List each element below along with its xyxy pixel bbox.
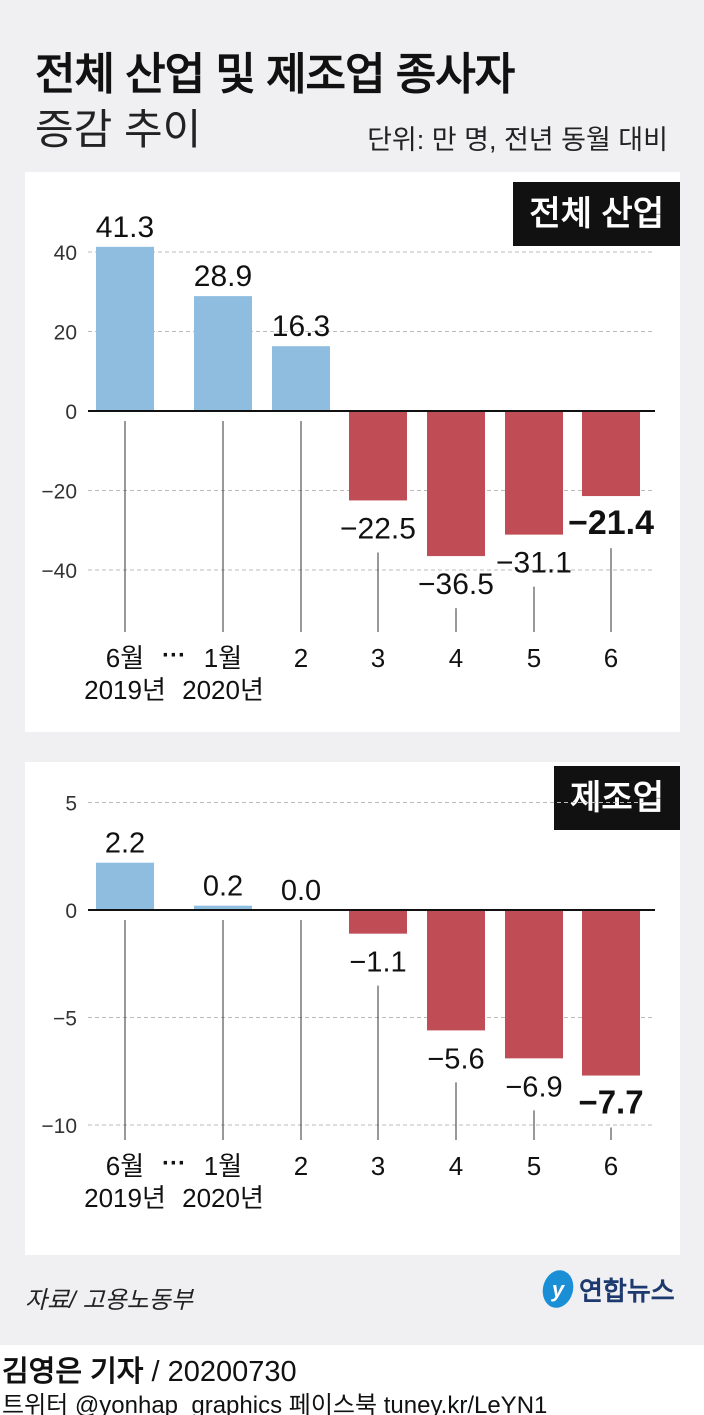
social-links: 트위터 @yonhap_graphics 페이스북 tuney.kr/LeYN1 [2, 1392, 548, 1415]
y-tick-label: −40 [41, 560, 77, 583]
yonhap-logo: y 연합뉴스 [540, 1268, 675, 1310]
data-label: −6.9 [505, 1071, 562, 1103]
bar [427, 910, 485, 1031]
x-tick-label: 3 [371, 643, 385, 673]
bar [349, 910, 407, 934]
logo-text: 연합뉴스 [579, 1275, 675, 1306]
yonhap-logo-icon: y [542, 1270, 574, 1308]
bar [194, 296, 252, 411]
data-label: 16.3 [272, 310, 330, 343]
y-tick-label: 20 [54, 322, 77, 345]
x-tick-label: 6월 [106, 643, 144, 673]
bar [582, 411, 640, 497]
x-tick-label: 6 [604, 643, 618, 673]
bar [96, 246, 154, 411]
ellipsis-label: ··· [162, 642, 186, 669]
unit-label: 단위: 만 명, 전년 동월 대비 [367, 125, 668, 155]
ellipsis-label: ··· [162, 1150, 186, 1177]
data-label: 0.0 [281, 875, 321, 907]
x-tick-label: 6월 [106, 1151, 144, 1181]
chart-panel-manufacturing: 제조업 5 0 −5 −10 2.2 6월 2019년 0.2 1월 2020년 0.0 2 −1.1 3… [25, 762, 680, 1255]
data-label: −1.1 [349, 947, 406, 979]
x-tick-label: 3 [371, 1151, 385, 1181]
data-label: −5.6 [427, 1043, 484, 1075]
source-label: 자료/ 고용노동부 [25, 1287, 193, 1314]
y-tick-label: 0 [65, 900, 77, 923]
x-tick-label: 1월 [204, 643, 242, 673]
bar [582, 910, 640, 1076]
bar [505, 411, 563, 535]
x-tick-label: 4 [449, 1151, 463, 1181]
x-tick-label: 5 [527, 1151, 541, 1181]
bar [505, 910, 563, 1059]
chart-panel-total: 전체 산업 40 20 0 −20 −40 41.3 6월 2019년 28.9 1월 2020년 1… [25, 172, 680, 732]
x-tick-year-label: 2019년 [84, 1183, 166, 1213]
data-label: 41.3 [96, 211, 154, 244]
y-tick-label: 0 [65, 401, 77, 424]
page-title: 전체 산업 및 제조업 종사자 [35, 50, 515, 99]
data-label: −36.5 [418, 568, 494, 601]
x-tick-label: 2 [294, 643, 308, 673]
data-label: −21.4 [568, 504, 654, 542]
x-tick-label: 1월 [204, 1151, 242, 1181]
y-tick-label: 5 [65, 793, 77, 816]
y-tick-label: −10 [41, 1115, 77, 1138]
x-tick-label: 5 [527, 643, 541, 673]
svg-text:y: y [551, 1277, 566, 1302]
bar [194, 905, 252, 910]
chart-title-badge: 전체 산업 [513, 182, 680, 246]
y-tick-label: −20 [41, 481, 77, 504]
x-tick-label: 6 [604, 1151, 618, 1181]
x-tick-year-label: 2019년 [84, 675, 166, 705]
reporter: 김영은 기자 [2, 1356, 144, 1388]
data-label: −31.1 [496, 547, 572, 580]
bar [272, 346, 330, 411]
data-label: 0.2 [203, 871, 243, 903]
bar [96, 862, 154, 910]
x-tick-label: 2 [294, 1151, 308, 1181]
x-tick-year-label: 2020년 [182, 675, 264, 705]
credit: 김영은 기자 / 20200730 [2, 1348, 297, 1390]
data-label: 2.2 [105, 828, 145, 860]
page-subtitle: 증감 추이 [35, 106, 202, 153]
bar [349, 411, 407, 501]
bar [427, 411, 485, 557]
data-label: 28.9 [194, 260, 252, 293]
data-label: −22.5 [340, 512, 416, 545]
date: / 20200730 [151, 1356, 297, 1388]
x-tick-year-label: 2020년 [182, 1183, 264, 1213]
y-tick-label: 40 [54, 242, 77, 265]
data-label: −7.7 [578, 1084, 643, 1121]
x-tick-label: 4 [449, 643, 463, 673]
chart-title-badge: 제조업 [554, 766, 680, 830]
y-tick-label: −5 [53, 1008, 77, 1031]
